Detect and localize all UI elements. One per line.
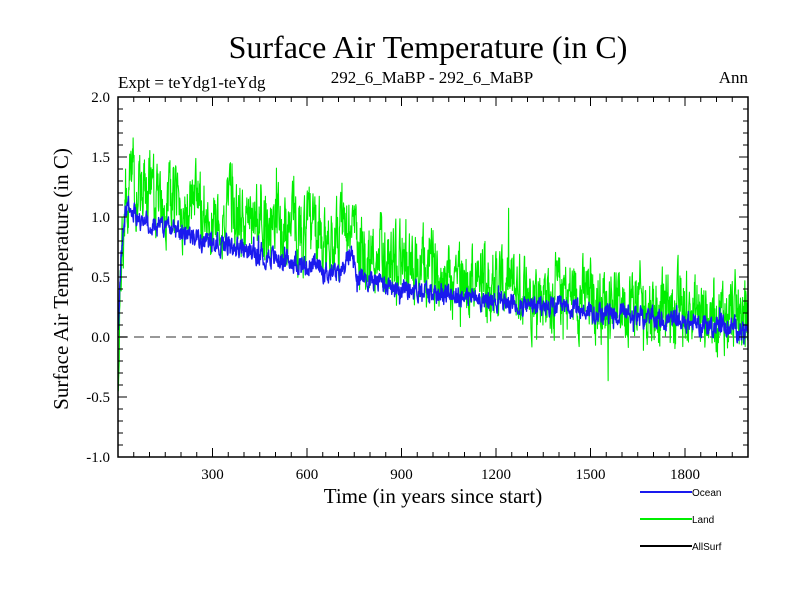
plot-area: 300 600 900 1200 1500 1800 -1.0 -0.5 0.0 0.5 1.0 1.… xyxy=(86,90,749,483)
chart-subtitle-left: Expt = teYdg1-teYdg xyxy=(118,73,266,92)
legend-label-ocean: Ocean xyxy=(692,488,721,499)
x-tick-label: 600 xyxy=(296,467,319,483)
y-tick-label: 2.0 xyxy=(91,90,110,106)
x-tick-label: 1800 xyxy=(670,467,700,483)
x-tick-label: 900 xyxy=(390,467,413,483)
series-line-ocean xyxy=(117,195,749,345)
chart-title: Surface Air Temperature (in C) xyxy=(229,29,628,65)
y-tick-label: 0.0 xyxy=(91,330,110,346)
chart-subtitle-center: 292_6_MaBP - 292_6_MaBP xyxy=(331,68,533,87)
y-tick-label: 0.5 xyxy=(91,270,110,286)
y-tick-label: 1.0 xyxy=(91,210,110,226)
legend: Ocean Land AllSurf xyxy=(640,488,722,553)
y-tick-label: 1.5 xyxy=(91,150,110,166)
y-axis-label: Surface Air Temperature (in C) xyxy=(49,148,73,410)
legend-label-allsurf: AllSurf xyxy=(692,542,722,553)
series-line-land xyxy=(117,137,749,392)
x-tick-label: 1200 xyxy=(481,467,511,483)
x-tick-label: 1500 xyxy=(576,467,606,483)
chart-subtitle-right: Ann xyxy=(719,68,749,87)
x-tick-label: 300 xyxy=(201,467,224,483)
x-axis-label: Time (in years since start) xyxy=(324,484,543,508)
y-tick-label: -0.5 xyxy=(86,390,110,406)
plot-frame xyxy=(117,96,749,458)
legend-label-land: Land xyxy=(692,515,714,526)
y-tick-label: -1.0 xyxy=(86,450,110,466)
